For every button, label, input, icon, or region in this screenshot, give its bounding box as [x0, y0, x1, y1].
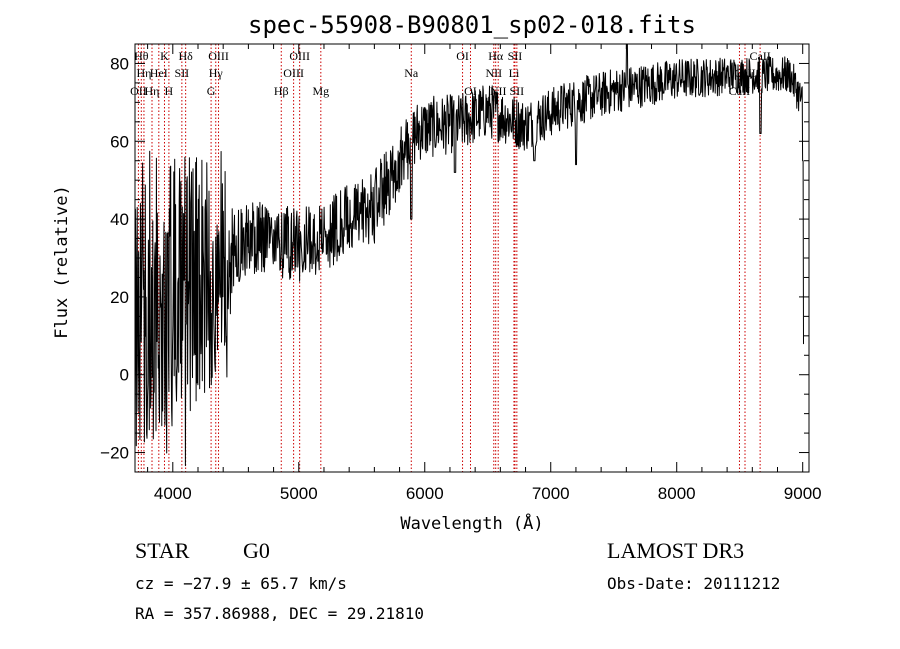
spectrum-line: [134, 43, 804, 467]
line-marker-label: Hη: [145, 84, 160, 98]
line-marker-label: SII: [175, 66, 190, 80]
line-marker-label: OI: [464, 84, 477, 98]
line-marker-label: CaII: [749, 49, 770, 63]
line-marker-label: G: [207, 84, 216, 98]
line-marker-label: HeI: [150, 66, 168, 80]
line-marker-label: OIII: [289, 49, 310, 63]
line-marker-label: Hθ: [134, 49, 149, 63]
x-axis-label: Wavelength (Å): [400, 512, 543, 534]
line-marker-label: SII: [510, 84, 525, 98]
y-axis-label: Flux (relative): [52, 185, 72, 339]
line-marker-label: Hγ: [209, 66, 224, 80]
line-marker-label: OI: [456, 49, 469, 63]
line-marker-label: OIII: [283, 66, 304, 80]
y-tick-label: 60: [110, 132, 129, 151]
axis-ticks: [135, 44, 809, 472]
chart-title: spec-55908-B90801_sp02-018.fits: [248, 11, 696, 39]
line-marker-label: OII: [130, 84, 147, 98]
line-marker-label: OIII: [208, 49, 229, 63]
line-marker-label: H: [165, 84, 174, 98]
line-marker-label: Hη: [136, 66, 151, 80]
line-marker-label: Na: [404, 66, 419, 80]
x-tick-label: 5000: [280, 484, 318, 503]
redshift-velocity: cz = −27.9 ± 65.7 km/s: [135, 574, 347, 593]
x-tick-label: 6000: [406, 484, 444, 503]
y-tick-label: 0: [120, 366, 129, 385]
coordinates: RA = 357.86988, DEC = 29.21810: [135, 604, 424, 623]
line-marker-label: NII: [485, 66, 502, 80]
line-marker-labels: OIIHθHηHηHeIKHSIIHδGHγOIIIHβOIIIOIIIMgNa…: [130, 49, 771, 98]
y-tick-label: 40: [110, 210, 129, 229]
object-subclass: G0: [243, 538, 270, 563]
x-tick-label: 9000: [784, 484, 822, 503]
line-marker-label: K: [160, 49, 169, 63]
x-tick-label: 4000: [154, 484, 192, 503]
x-tick-label: 7000: [532, 484, 570, 503]
line-marker-label: Hβ: [274, 84, 289, 98]
observation-date: Obs-Date: 20111212: [607, 574, 780, 593]
line-marker-label: Mg: [312, 84, 329, 98]
line-marker-label: Hδ: [178, 49, 193, 63]
axis-tick-labels: 4000 5000 6000 7000 8000 9000 −20 0 20 40 60 80: [100, 54, 821, 503]
y-tick-label: 80: [110, 54, 129, 73]
object-class: STAR: [135, 538, 190, 563]
y-tick-label: −20: [100, 444, 129, 463]
y-tick-label: 20: [110, 288, 129, 307]
line-marker-label: Li: [509, 66, 520, 80]
line-marker-label: SII: [508, 49, 523, 63]
x-tick-label: 8000: [658, 484, 696, 503]
survey-name: LAMOST DR3: [607, 538, 744, 563]
line-marker-label: Hα: [488, 49, 504, 63]
